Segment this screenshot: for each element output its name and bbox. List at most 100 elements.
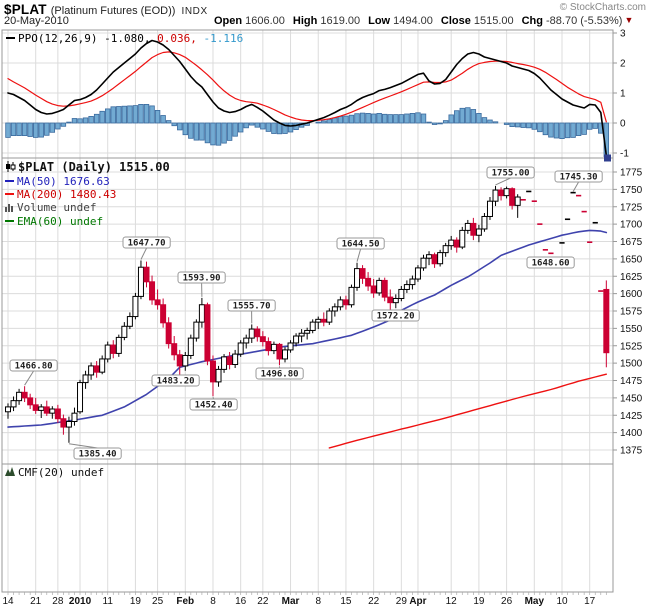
- svg-text:1483.20: 1483.20: [157, 377, 195, 387]
- svg-text:May: May: [525, 596, 545, 607]
- high-value: 1619.00: [320, 15, 361, 27]
- svg-text:1375: 1375: [620, 446, 643, 457]
- svg-text:1755.00: 1755.00: [492, 169, 530, 179]
- ma50-legend-row: MA(50) 1676.63: [5, 175, 170, 188]
- price-legend-title-row: $PLAT (Daily) 1515.00: [5, 161, 170, 175]
- svg-text:1496.80: 1496.80: [261, 370, 299, 380]
- open-value: 1606.00: [245, 15, 285, 27]
- svg-text:0: 0: [620, 119, 626, 130]
- ma200-legend-row: MA(200) 1480.43: [5, 188, 170, 201]
- svg-text:1400: 1400: [620, 428, 643, 439]
- svg-text:1452.40: 1452.40: [195, 401, 233, 411]
- svg-text:1385.40: 1385.40: [79, 450, 117, 460]
- svg-text:1644.50: 1644.50: [342, 240, 380, 250]
- svg-text:-1: -1: [620, 149, 629, 160]
- svg-text:21: 21: [30, 596, 42, 607]
- ma200-swatch-icon: [5, 193, 14, 195]
- svg-text:3: 3: [620, 29, 626, 40]
- svg-text:1750: 1750: [620, 185, 643, 196]
- header-row: $PLAT (Platinum Futures (EOD)) INDX © Stoc…: [4, 1, 646, 17]
- low-value: 1494.00: [393, 15, 433, 27]
- svg-text:22: 22: [368, 596, 380, 607]
- svg-text:1700: 1700: [620, 220, 643, 231]
- volume-bars-icon: [5, 202, 15, 215]
- volume-legend-row: Volume undef: [5, 201, 170, 215]
- svg-text:1775: 1775: [620, 168, 643, 179]
- svg-text:14: 14: [2, 596, 14, 607]
- quote-strip: Open 1606.00 High 1619.00 Low 1494.00 Close 151…: [214, 15, 633, 27]
- ppo-legend-value: PPO(12,26,9) -1.080,: [18, 32, 151, 45]
- svg-text:1675: 1675: [620, 237, 643, 248]
- ema-legend: EMA(60) undef: [17, 215, 104, 228]
- svg-text:1: 1: [620, 89, 626, 100]
- svg-text:1593.90: 1593.90: [183, 274, 221, 284]
- svg-text:11: 11: [103, 596, 114, 607]
- ppo-signal-value: 0.036,: [157, 32, 197, 45]
- price-legend: $PLAT (Daily) 1515.00 MA(50) 1676.63 MA(…: [5, 161, 170, 228]
- ppo-histogram-value: -1.116: [203, 32, 244, 45]
- svg-text:17: 17: [584, 596, 596, 607]
- svg-text:1466.80: 1466.80: [15, 362, 53, 372]
- price-legend-title: $PLAT (Daily) 1515.00: [18, 160, 170, 174]
- svg-text:1650: 1650: [620, 254, 643, 265]
- ema-legend-row: EMA(60) undef: [5, 215, 170, 228]
- svg-text:1600: 1600: [620, 289, 643, 300]
- svg-text:Feb: Feb: [176, 596, 194, 607]
- ma50-swatch-icon: [5, 180, 14, 182]
- svg-text:10: 10: [556, 596, 568, 607]
- copyright: © StockCharts.com: [559, 2, 646, 13]
- svg-text:1450: 1450: [620, 393, 643, 404]
- ppo-line-swatch-icon: [6, 37, 15, 39]
- chart-date: 20-May-2010: [4, 15, 69, 27]
- quote-row: 20-May-2010 Open 1606.00 High 1619.00 Low 149…: [4, 15, 646, 29]
- svg-text:1575: 1575: [620, 307, 643, 318]
- cmf-legend: CMF(20) undef: [5, 466, 104, 480]
- ppo-legend: PPO(12,26,9) -1.080, 0.036, -1.116: [6, 32, 243, 45]
- ma200-legend: MA(200) 1480.43: [17, 188, 117, 201]
- svg-text:2010: 2010: [69, 596, 92, 607]
- svg-text:29: 29: [396, 596, 408, 607]
- exchange-label: INDX: [181, 6, 208, 17]
- candlestick-icon: [5, 161, 16, 175]
- svg-text:25: 25: [152, 596, 164, 607]
- down-arrow-icon: ▼: [624, 15, 634, 25]
- svg-text:Apr: Apr: [409, 596, 426, 607]
- svg-text:12: 12: [446, 596, 458, 607]
- symbol-name: (Platinum Futures (EOD)): [50, 5, 176, 17]
- svg-text:15: 15: [340, 596, 352, 607]
- svg-text:8: 8: [315, 596, 321, 607]
- svg-text:1425: 1425: [620, 411, 643, 422]
- svg-text:1648.60: 1648.60: [532, 259, 570, 269]
- ma50-legend: MA(50) 1676.63: [17, 175, 110, 188]
- svg-text:22: 22: [257, 596, 269, 607]
- volume-legend: Volume undef: [17, 201, 97, 214]
- svg-text:1572.20: 1572.20: [377, 312, 415, 322]
- svg-text:26: 26: [501, 596, 513, 607]
- chg-label: Chg: [521, 15, 543, 27]
- close-value: 1515.00: [473, 15, 514, 27]
- svg-text:1625: 1625: [620, 272, 643, 283]
- ema-swatch-icon: [5, 220, 14, 222]
- svg-text:1500: 1500: [620, 359, 643, 370]
- low-label: Low: [368, 15, 391, 27]
- symbol: $PLAT: [4, 2, 47, 17]
- svg-text:Mar: Mar: [282, 596, 300, 607]
- svg-text:19: 19: [473, 596, 485, 607]
- svg-text:1475: 1475: [620, 376, 643, 387]
- svg-text:1745.30: 1745.30: [560, 173, 598, 183]
- svg-text:1725: 1725: [620, 202, 643, 213]
- svg-text:19: 19: [130, 596, 142, 607]
- svg-text:16: 16: [235, 596, 247, 607]
- svg-text:1647.70: 1647.70: [128, 239, 166, 249]
- chg-value: -88.70 (-5.53%): [546, 15, 623, 27]
- high-label: High: [292, 15, 318, 27]
- cmf-legend-text: CMF(20) undef: [18, 466, 105, 479]
- svg-text:28: 28: [52, 596, 64, 607]
- svg-text:1555.70: 1555.70: [233, 302, 271, 312]
- svg-text:1550: 1550: [620, 324, 643, 335]
- close-label: Close: [440, 15, 471, 27]
- svg-text:8: 8: [210, 596, 216, 607]
- area-chart-icon: [5, 467, 16, 480]
